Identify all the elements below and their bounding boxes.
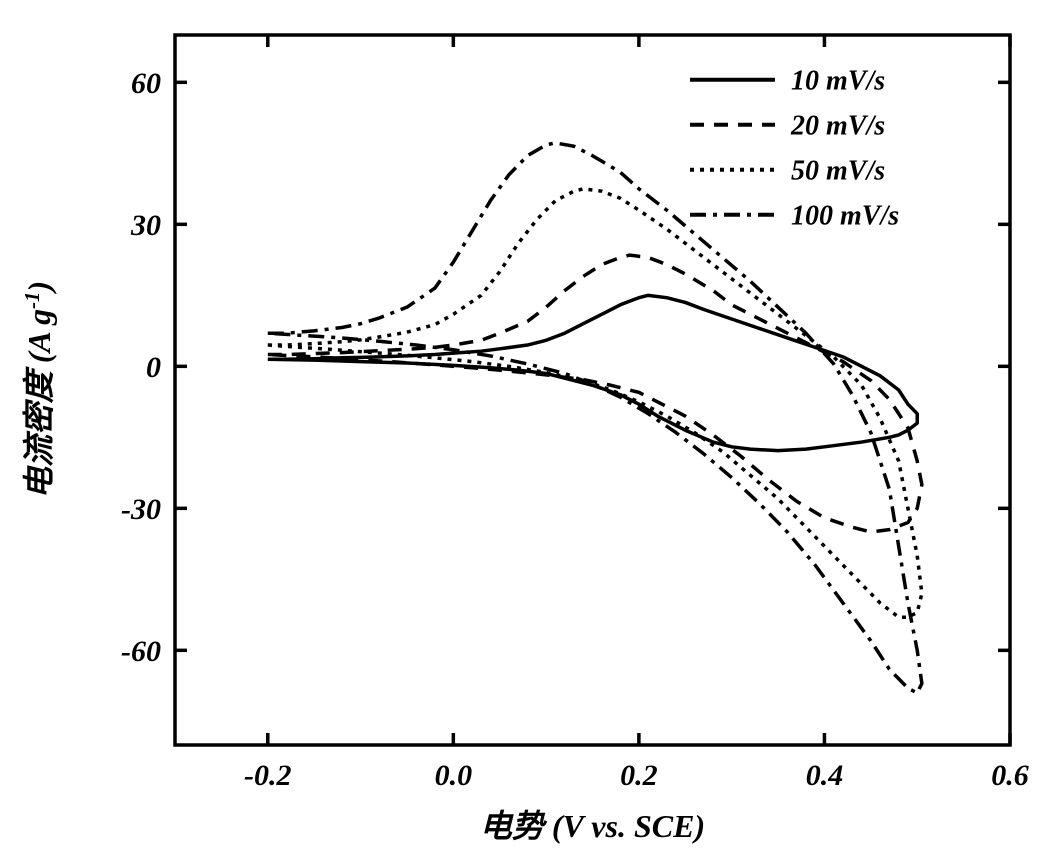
x-tick-label: 0.2 (620, 759, 658, 792)
y-tick-label: 0 (146, 351, 161, 384)
x-tick-label: -0.2 (244, 759, 292, 792)
y-axis-label: 电流密度 (A g-1) (21, 281, 58, 499)
x-tick-label: 0.4 (806, 759, 844, 792)
x-axis-label: 电势 (V vs. SCE) (480, 808, 705, 844)
cv-chart-container: -0.2 0.0 0.2 0.4 0.6 -60 -30 0 30 60 电势 (V vs. SCE… (0, 0, 1058, 855)
y-tick-label: -60 (121, 635, 161, 668)
y-tick-label: -30 (121, 493, 161, 526)
cv-chart-svg: -0.2 0.0 0.2 0.4 0.6 -60 -30 0 30 60 电势 (V vs. SCE… (0, 0, 1058, 855)
legend-label: 100 mV/s (791, 201, 899, 232)
y-tick-label: 60 (131, 67, 161, 100)
legend-label: 50 mV/s (791, 156, 885, 187)
y-tick-label: 30 (130, 209, 161, 242)
legend-label: 10 mV/s (791, 66, 885, 97)
x-tick-label: 0.6 (991, 759, 1029, 792)
x-tick-label: 0.0 (435, 759, 473, 792)
legend-label: 20 mV/s (790, 111, 885, 142)
